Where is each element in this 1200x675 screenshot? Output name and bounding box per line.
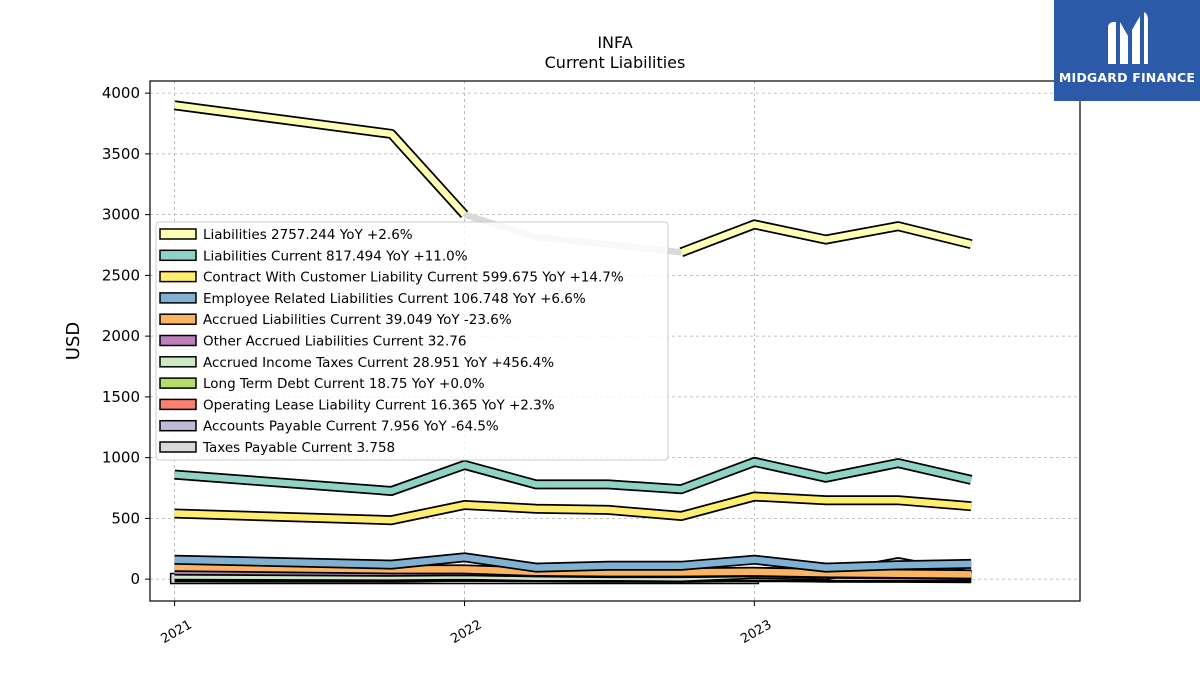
series-line-accrued-liabilities-current: [174, 563, 972, 578]
legend-swatch: [159, 334, 197, 347]
chart-title: INFA: [597, 33, 632, 52]
legend-swatch: [159, 356, 197, 368]
legend-swatch: [159, 292, 197, 304]
legend-entry: Liabilities 2757.244 YoY +2.6%: [203, 227, 413, 243]
y-axis: 0 500 1000 1500 2000 2500 3000 3500 4000: [102, 84, 150, 588]
y-tick-label: 2000: [102, 327, 140, 345]
legend-entry: Accrued Income Taxes Current 28.951 YoY …: [203, 355, 554, 371]
y-tick-label: 3000: [102, 206, 140, 224]
legend-swatch: [159, 313, 197, 325]
plot-area: [149, 80, 1081, 602]
x-tick-label: 2021: [158, 617, 194, 647]
series-line-employee-related-liabilities-current: [174, 554, 972, 571]
legend-swatch: [159, 270, 197, 283]
y-axis-label: USD: [63, 322, 84, 360]
legend-entry: Other Accrued Liabilities Current 32.76: [203, 334, 466, 350]
legend-entry: Contract With Customer Liability Current…: [203, 270, 624, 286]
legend-entry: Liabilities Current 817.494 YoY +11.0%: [203, 248, 468, 264]
chart-subtitle: Current Liabilities: [545, 53, 686, 72]
legend-swatch: [159, 441, 197, 453]
legend-swatch: [159, 228, 197, 240]
legend-entry: Operating Lease Liability Current 16.365…: [203, 397, 555, 413]
series-line-liabilities-current: [174, 458, 972, 495]
brand-logo: MIDGARD FINANCE: [1054, 0, 1200, 101]
x-axis: 2021 2022 2023: [158, 601, 774, 647]
series-line-liabilities: [174, 102, 467, 217]
series-line-contract-with-customer-liability-current: [174, 493, 972, 524]
x-tick-label: 2022: [448, 617, 484, 647]
y-tick-label: 1000: [102, 449, 140, 467]
y-tick-label: 1500: [102, 388, 140, 406]
x-tick-label: 2023: [738, 617, 774, 647]
legend-swatch: [159, 419, 197, 432]
legend-swatch: [159, 377, 197, 389]
legend-entry: Employee Related Liabilities Current 106…: [203, 291, 586, 307]
legend-entry: Taxes Payable Current 3.758: [202, 440, 395, 456]
y-tick-label: 4000: [102, 84, 140, 102]
y-tick-label: 3500: [102, 145, 140, 163]
legend-entry: Accounts Payable Current 7.956 YoY -64.5…: [203, 419, 499, 435]
legend-entry: Long Term Debt Current 18.75 YoY +0.0%: [203, 376, 485, 392]
y-tick-label: 0: [130, 570, 140, 588]
y-tick-label: 500: [111, 509, 140, 527]
midgard-logo-icon: [1108, 12, 1148, 64]
series-layer: [169, 100, 973, 585]
legend-swatch: [159, 249, 197, 262]
legend-entry: Accrued Liabilities Current 39.049 YoY -…: [203, 312, 512, 328]
legend: Liabilities 2757.244 YoY +2.6% Liabilitie…: [155, 221, 669, 461]
series-line-liabilities: [680, 221, 972, 256]
brand-name: MIDGARD FINANCE: [1058, 70, 1196, 85]
legend-box: [155, 221, 669, 461]
legend-swatch: [159, 398, 197, 411]
y-tick-label: 2500: [102, 266, 140, 284]
